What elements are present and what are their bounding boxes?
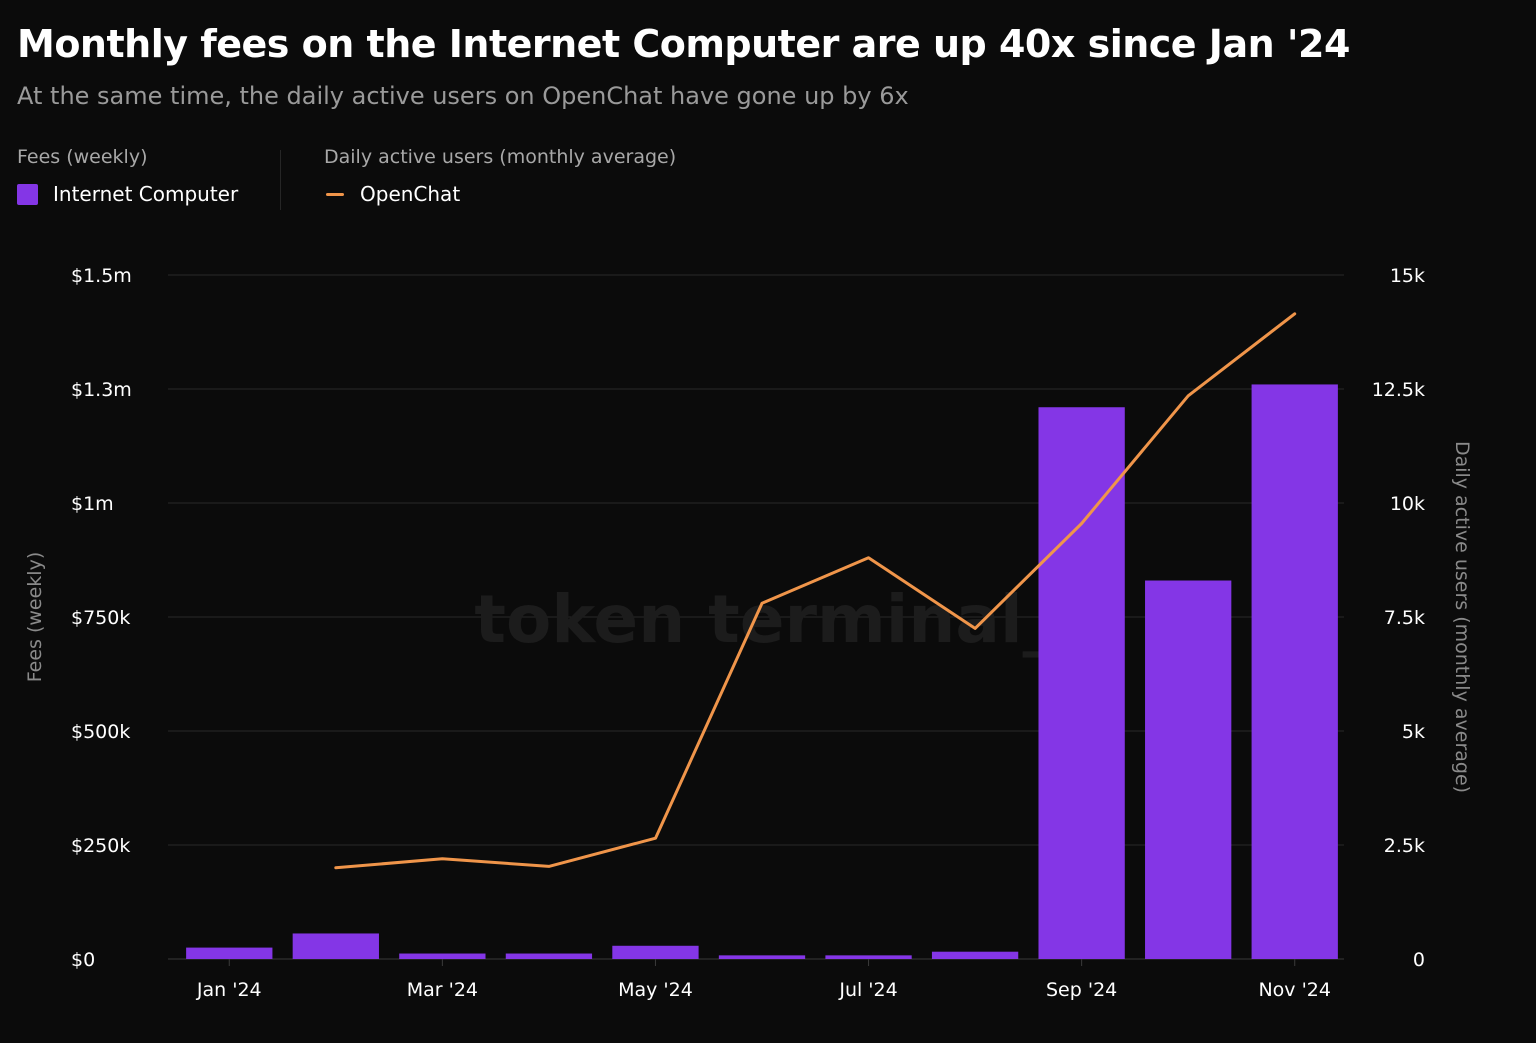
y-tick-label-right: 12.5k bbox=[1372, 379, 1425, 401]
bar-internet-computer[interactable] bbox=[825, 955, 912, 959]
y-axis-right-title: Daily active users (monthly average) bbox=[1451, 441, 1473, 793]
y-tick-label-left: $1.3m bbox=[71, 379, 132, 401]
legend-divider bbox=[280, 150, 281, 210]
y-tick-label-left: $250k bbox=[71, 835, 130, 857]
bar-internet-computer[interactable] bbox=[718, 955, 806, 959]
chart-title: Monthly fees on the Internet Computer ar… bbox=[17, 22, 1350, 66]
x-tick-label: Jan '24 bbox=[196, 979, 262, 1001]
legend-item-label: Internet Computer bbox=[53, 182, 239, 206]
y-tick-label-left: $1m bbox=[71, 493, 114, 515]
axes: $0 0 $250k 2.5k $500k 5k $750k 7.5k $1m 10k $1.3m 1… bbox=[71, 265, 1425, 1001]
x-tick-label: Nov '24 bbox=[1258, 979, 1331, 1001]
bar-series bbox=[186, 384, 1338, 959]
x-tick-label: Jul '24 bbox=[838, 979, 897, 1001]
bar-internet-computer[interactable] bbox=[612, 945, 699, 959]
y-tick-label-right: 5k bbox=[1402, 721, 1425, 743]
line-series bbox=[334, 312, 1297, 870]
bar-internet-computer[interactable] bbox=[186, 947, 273, 959]
line-openchat[interactable] bbox=[334, 312, 1297, 870]
line-swatch-icon bbox=[326, 192, 344, 196]
bar-internet-computer[interactable] bbox=[505, 953, 593, 959]
x-tick-label: May '24 bbox=[618, 979, 693, 1001]
y-tick-label-left: $1.5m bbox=[71, 265, 132, 287]
x-tick-label: Mar '24 bbox=[407, 979, 478, 1001]
watermark: token terminal_ bbox=[474, 581, 1055, 658]
legend-item-openchat[interactable]: OpenChat bbox=[324, 182, 676, 206]
legend-dau: Daily active users (monthly average) Ope… bbox=[324, 146, 676, 206]
y-tick-label-right: 0 bbox=[1413, 949, 1425, 971]
bar-internet-computer[interactable] bbox=[292, 933, 379, 959]
bar-internet-computer[interactable] bbox=[399, 953, 486, 959]
y-tick-label-left: $0 bbox=[71, 949, 95, 971]
x-tick-label: Sep '24 bbox=[1046, 979, 1117, 1001]
bar-internet-computer[interactable] bbox=[1038, 407, 1125, 959]
bar-internet-computer[interactable] bbox=[931, 951, 1019, 959]
bar-internet-computer[interactable] bbox=[1145, 580, 1232, 959]
chart-subtitle: At the same time, the daily active users… bbox=[17, 82, 909, 110]
y-tick-label-right: 2.5k bbox=[1384, 835, 1425, 857]
legend-fees: Fees (weekly) Internet Computer bbox=[17, 146, 238, 206]
y-tick-label-right: 15k bbox=[1390, 265, 1425, 287]
bar-internet-computer[interactable] bbox=[1251, 384, 1338, 959]
legend-item-label: OpenChat bbox=[360, 182, 461, 206]
legend-fees-heading: Fees (weekly) bbox=[17, 146, 148, 168]
bar-swatch-icon bbox=[17, 183, 38, 205]
y-axis-left-title: Fees (weekly) bbox=[24, 552, 46, 682]
y-tick-label-left: $750k bbox=[71, 607, 130, 629]
legend-dau-heading: Daily active users (monthly average) bbox=[324, 146, 677, 168]
y-tick-label-right: 7.5k bbox=[1384, 607, 1425, 629]
legend-item-internet-computer[interactable]: Internet Computer bbox=[17, 182, 238, 206]
y-tick-label-right: 10k bbox=[1390, 493, 1425, 515]
y-tick-label-left: $500k bbox=[71, 721, 130, 743]
